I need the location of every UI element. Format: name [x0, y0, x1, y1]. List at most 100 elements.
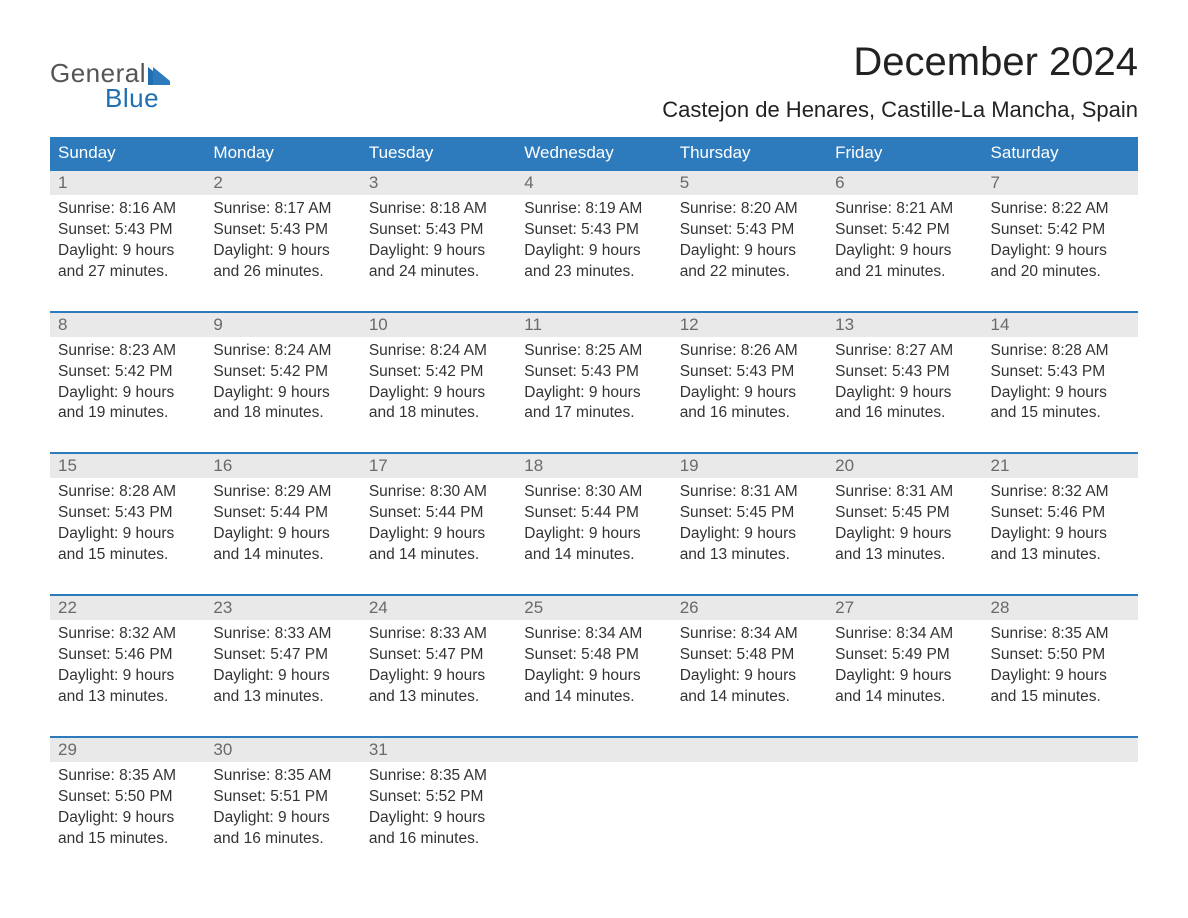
sunrise-line: Sunrise: 8:28 AM — [58, 482, 197, 503]
sunrise-line: Sunrise: 8:34 AM — [835, 624, 974, 645]
daylight-line-1: Daylight: 9 hours — [213, 666, 352, 687]
daylight-line-2: and 16 minutes. — [835, 403, 974, 424]
daylight-line-2: and 15 minutes. — [58, 829, 197, 850]
day-cell: 29Sunrise: 8:35 AMSunset: 5:50 PMDayligh… — [50, 738, 205, 856]
week-row: 22Sunrise: 8:32 AMSunset: 5:46 PMDayligh… — [50, 594, 1138, 714]
sunset-line: Sunset: 5:50 PM — [58, 787, 197, 808]
day-info: Sunrise: 8:19 AMSunset: 5:43 PMDaylight:… — [516, 195, 671, 283]
week-row: 29Sunrise: 8:35 AMSunset: 5:50 PMDayligh… — [50, 736, 1138, 856]
day-number: 20 — [827, 454, 982, 478]
daylight-line-2: and 15 minutes. — [991, 687, 1130, 708]
day-number: 22 — [50, 596, 205, 620]
day-info: Sunrise: 8:20 AMSunset: 5:43 PMDaylight:… — [672, 195, 827, 283]
sunset-line: Sunset: 5:51 PM — [213, 787, 352, 808]
sunrise-line: Sunrise: 8:25 AM — [524, 341, 663, 362]
sunrise-line: Sunrise: 8:35 AM — [58, 766, 197, 787]
day-cell — [672, 738, 827, 856]
weekday-header: Tuesday — [361, 137, 516, 169]
day-cell — [983, 738, 1138, 856]
daylight-line-2: and 13 minutes. — [680, 545, 819, 566]
day-number: 24 — [361, 596, 516, 620]
weekday-header: Friday — [827, 137, 982, 169]
day-cell: 17Sunrise: 8:30 AMSunset: 5:44 PMDayligh… — [361, 454, 516, 572]
daylight-line-1: Daylight: 9 hours — [835, 241, 974, 262]
logo: General Blue — [50, 58, 170, 114]
logo-text-blue: Blue — [105, 83, 159, 114]
daylight-line-1: Daylight: 9 hours — [680, 383, 819, 404]
sunset-line: Sunset: 5:48 PM — [524, 645, 663, 666]
sunset-line: Sunset: 5:44 PM — [213, 503, 352, 524]
day-cell: 24Sunrise: 8:33 AMSunset: 5:47 PMDayligh… — [361, 596, 516, 714]
sunset-line: Sunset: 5:50 PM — [991, 645, 1130, 666]
day-cell: 2Sunrise: 8:17 AMSunset: 5:43 PMDaylight… — [205, 171, 360, 289]
sunset-line: Sunset: 5:43 PM — [524, 220, 663, 241]
daylight-line-2: and 21 minutes. — [835, 262, 974, 283]
day-info: Sunrise: 8:30 AMSunset: 5:44 PMDaylight:… — [361, 478, 516, 566]
sunrise-line: Sunrise: 8:22 AM — [991, 199, 1130, 220]
day-number: 4 — [516, 171, 671, 195]
sunrise-line: Sunrise: 8:16 AM — [58, 199, 197, 220]
day-number: 8 — [50, 313, 205, 337]
header: General Blue December 2024 Castejon de H… — [50, 40, 1138, 123]
daylight-line-2: and 16 minutes. — [369, 829, 508, 850]
sunrise-line: Sunrise: 8:23 AM — [58, 341, 197, 362]
day-number: 31 — [361, 738, 516, 762]
day-number: 11 — [516, 313, 671, 337]
day-info: Sunrise: 8:35 AMSunset: 5:52 PMDaylight:… — [361, 762, 516, 850]
day-number: 7 — [983, 171, 1138, 195]
weekday-header: Saturday — [983, 137, 1138, 169]
day-cell: 1Sunrise: 8:16 AMSunset: 5:43 PMDaylight… — [50, 171, 205, 289]
day-number: 29 — [50, 738, 205, 762]
sunset-line: Sunset: 5:43 PM — [58, 503, 197, 524]
daylight-line-1: Daylight: 9 hours — [213, 808, 352, 829]
daylight-line-1: Daylight: 9 hours — [213, 241, 352, 262]
daylight-line-2: and 14 minutes. — [213, 545, 352, 566]
sunrise-line: Sunrise: 8:21 AM — [835, 199, 974, 220]
day-cell: 25Sunrise: 8:34 AMSunset: 5:48 PMDayligh… — [516, 596, 671, 714]
day-cell: 3Sunrise: 8:18 AMSunset: 5:43 PMDaylight… — [361, 171, 516, 289]
daylight-line-1: Daylight: 9 hours — [58, 808, 197, 829]
weekday-header: Monday — [205, 137, 360, 169]
sunrise-line: Sunrise: 8:30 AM — [524, 482, 663, 503]
sunset-line: Sunset: 5:49 PM — [835, 645, 974, 666]
daylight-line-1: Daylight: 9 hours — [58, 241, 197, 262]
daylight-line-1: Daylight: 9 hours — [991, 241, 1130, 262]
sunset-line: Sunset: 5:43 PM — [680, 220, 819, 241]
sunset-line: Sunset: 5:46 PM — [58, 645, 197, 666]
daylight-line-2: and 13 minutes. — [369, 687, 508, 708]
daylight-line-2: and 16 minutes. — [213, 829, 352, 850]
day-info: Sunrise: 8:29 AMSunset: 5:44 PMDaylight:… — [205, 478, 360, 566]
day-cell — [516, 738, 671, 856]
sunset-line: Sunset: 5:44 PM — [369, 503, 508, 524]
day-cell: 27Sunrise: 8:34 AMSunset: 5:49 PMDayligh… — [827, 596, 982, 714]
day-info: Sunrise: 8:35 AMSunset: 5:50 PMDaylight:… — [50, 762, 205, 850]
week-row: 15Sunrise: 8:28 AMSunset: 5:43 PMDayligh… — [50, 452, 1138, 572]
daylight-line-1: Daylight: 9 hours — [680, 524, 819, 545]
day-info: Sunrise: 8:17 AMSunset: 5:43 PMDaylight:… — [205, 195, 360, 283]
sunrise-line: Sunrise: 8:31 AM — [835, 482, 974, 503]
sunrise-line: Sunrise: 8:35 AM — [213, 766, 352, 787]
sunset-line: Sunset: 5:43 PM — [680, 362, 819, 383]
day-info: Sunrise: 8:25 AMSunset: 5:43 PMDaylight:… — [516, 337, 671, 425]
sunrise-line: Sunrise: 8:24 AM — [369, 341, 508, 362]
day-number — [516, 738, 671, 762]
sunrise-line: Sunrise: 8:35 AM — [991, 624, 1130, 645]
daylight-line-2: and 26 minutes. — [213, 262, 352, 283]
daylight-line-1: Daylight: 9 hours — [835, 383, 974, 404]
sunrise-line: Sunrise: 8:34 AM — [524, 624, 663, 645]
daylight-line-2: and 20 minutes. — [991, 262, 1130, 283]
sunrise-line: Sunrise: 8:28 AM — [991, 341, 1130, 362]
day-cell: 6Sunrise: 8:21 AMSunset: 5:42 PMDaylight… — [827, 171, 982, 289]
day-number: 13 — [827, 313, 982, 337]
daylight-line-2: and 14 minutes. — [524, 687, 663, 708]
sunrise-line: Sunrise: 8:32 AM — [991, 482, 1130, 503]
daylight-line-1: Daylight: 9 hours — [524, 666, 663, 687]
week-row: 1Sunrise: 8:16 AMSunset: 5:43 PMDaylight… — [50, 169, 1138, 289]
day-number — [672, 738, 827, 762]
day-cell: 30Sunrise: 8:35 AMSunset: 5:51 PMDayligh… — [205, 738, 360, 856]
day-number: 2 — [205, 171, 360, 195]
sunset-line: Sunset: 5:48 PM — [680, 645, 819, 666]
day-info: Sunrise: 8:27 AMSunset: 5:43 PMDaylight:… — [827, 337, 982, 425]
day-cell: 8Sunrise: 8:23 AMSunset: 5:42 PMDaylight… — [50, 313, 205, 431]
day-info: Sunrise: 8:18 AMSunset: 5:43 PMDaylight:… — [361, 195, 516, 283]
